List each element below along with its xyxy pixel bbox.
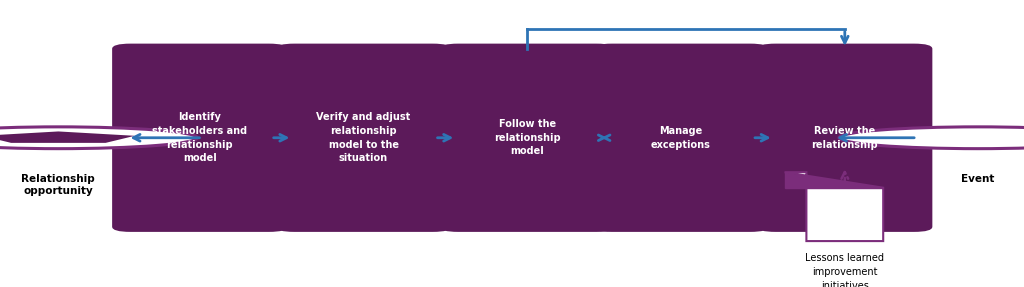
Ellipse shape [0, 127, 198, 149]
FancyBboxPatch shape [440, 44, 614, 232]
Text: Verify and adjust
relationship
model to the
situation: Verify and adjust relationship model to … [316, 112, 411, 163]
Polygon shape [784, 172, 883, 188]
Text: Event: Event [962, 174, 994, 185]
FancyBboxPatch shape [594, 44, 768, 232]
FancyBboxPatch shape [275, 44, 451, 232]
Text: Relationship
opportunity: Relationship opportunity [22, 174, 95, 196]
Polygon shape [784, 172, 883, 241]
FancyBboxPatch shape [113, 44, 287, 232]
Ellipse shape [839, 127, 1024, 149]
Text: Identify
stakeholders and
relationship
model: Identify stakeholders and relationship m… [153, 112, 247, 163]
FancyBboxPatch shape [757, 44, 932, 232]
Text: Review the
relationship: Review the relationship [811, 126, 879, 150]
Text: Lessons learned
improvement
initiatives: Lessons learned improvement initiatives [805, 253, 885, 287]
Text: Follow the
relationship
model: Follow the relationship model [494, 119, 561, 156]
Polygon shape [0, 131, 135, 143]
Text: Manage
exceptions: Manage exceptions [651, 126, 711, 150]
